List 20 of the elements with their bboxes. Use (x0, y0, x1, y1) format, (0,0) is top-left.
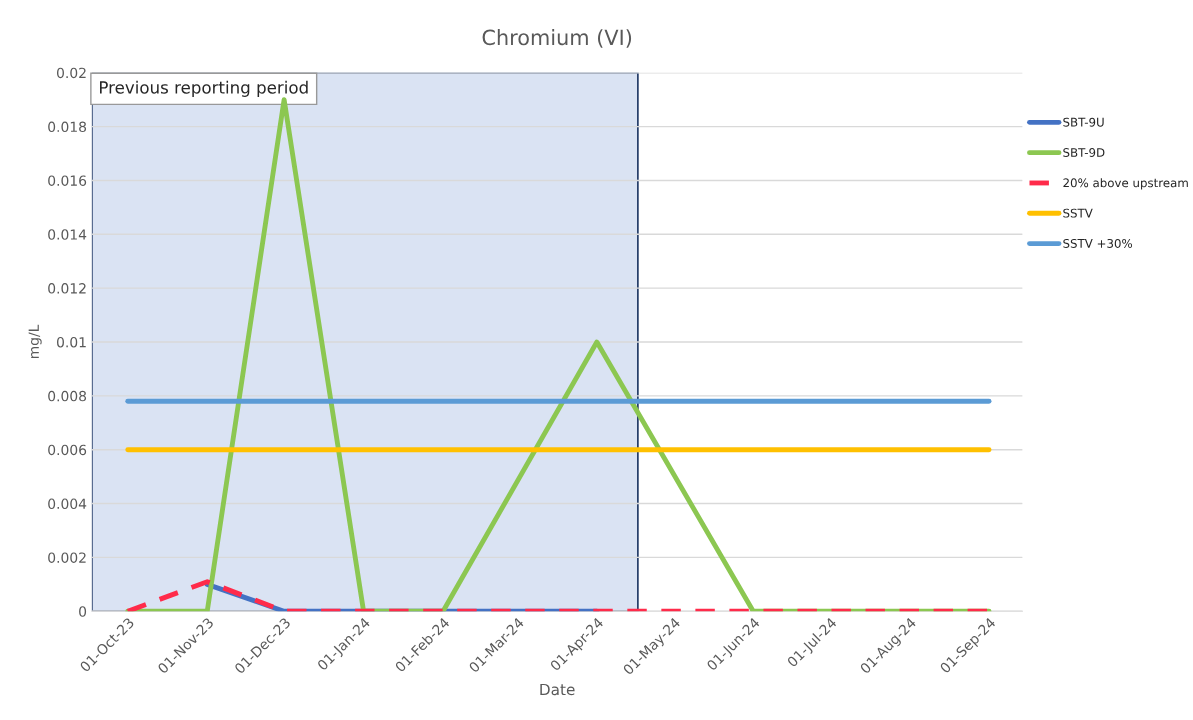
legend-label: SSTV (1063, 208, 1093, 218)
y-tick-label: 0.014 (48, 229, 87, 240)
y-tick-label: 0 (79, 606, 87, 617)
y-tick-label: 0.006 (48, 444, 87, 456)
y-tick-label: 0.004 (48, 498, 87, 510)
band-label: Previous reporting period (100, 80, 308, 97)
y-tick-label: 0.02 (56, 67, 86, 79)
y-tick-label: 0.002 (48, 552, 86, 563)
legend-label: SBT-9D (1063, 148, 1105, 157)
legend-label: SSTV +30% (1063, 238, 1133, 248)
y-tick-label: 0.01 (56, 336, 86, 348)
y-tick-label: 0.008 (48, 390, 87, 402)
y-tick-label: 0.018 (48, 121, 87, 133)
chart-title: Chromium (VI) (482, 29, 632, 48)
y-tick-label: 0.016 (48, 175, 87, 186)
x-axis-title: Date (540, 683, 575, 696)
legend-label: SBT-9U (1063, 117, 1104, 127)
legend-label: 20% above upstream (1063, 178, 1188, 190)
y-tick-label: 0.012 (48, 283, 86, 294)
y-axis-title: mg/L (28, 324, 42, 359)
